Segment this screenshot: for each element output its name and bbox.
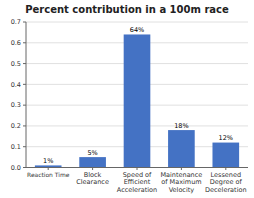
title: Percent contribution in a 100m race <box>25 4 229 15</box>
y-tick-label: 0.5 <box>11 60 21 68</box>
bar <box>124 34 151 167</box>
x-tick-label: Maintenanceof MaximumVelocity <box>160 171 202 194</box>
y-tick-label: 0.0 <box>11 164 21 172</box>
bar <box>212 143 239 168</box>
data-label: 18% <box>174 122 188 130</box>
data-label: 64% <box>130 26 144 34</box>
y-tick-label: 0.1 <box>11 143 21 151</box>
x-tick-label: Reaction Time <box>27 171 70 178</box>
y-tick-label: 0.3 <box>11 101 21 109</box>
x-tick-label: LessenedDegree ofDeceleration <box>205 171 247 194</box>
y-tick-label: 0.2 <box>11 122 21 130</box>
bars <box>35 34 239 167</box>
y-tick-label: 0.7 <box>11 18 21 26</box>
y-tick-label: 0.6 <box>11 39 21 47</box>
data-label: 1% <box>43 157 53 165</box>
data-label: 5% <box>87 149 97 157</box>
bar <box>79 157 106 167</box>
bar <box>168 130 195 167</box>
x-tick-label: BlockClearance <box>76 171 109 187</box>
chart: Percent contribution in a 100m race 0.0 0.… <box>0 0 254 198</box>
y-tick-label: 0.4 <box>11 81 21 89</box>
data-label: 12% <box>219 134 233 142</box>
grid <box>26 22 248 168</box>
x-tick-label: Speed ofEfficientAcceleration <box>117 171 157 194</box>
grid-line <box>26 22 248 23</box>
y-axis <box>26 22 27 168</box>
